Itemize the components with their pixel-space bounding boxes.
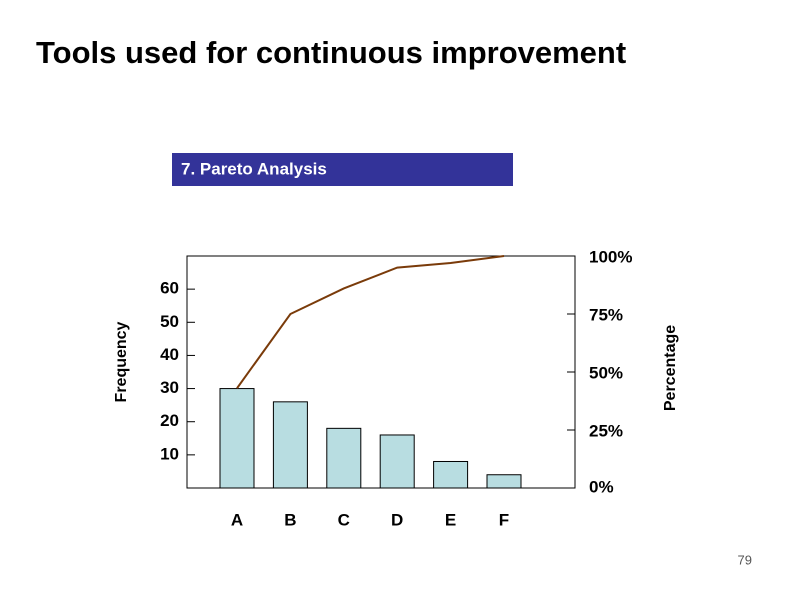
bar	[433, 460, 469, 489]
y-tick-label: 20	[160, 411, 179, 430]
y-tick-label: 30	[160, 378, 179, 397]
y2-tick-label: 75%	[589, 305, 623, 324]
x-tick-label: D	[391, 510, 403, 529]
bar	[219, 388, 255, 489]
x-tick-label: C	[338, 510, 350, 529]
x-tick-label: E	[445, 510, 456, 529]
y-tick-label: 40	[160, 345, 179, 364]
bar	[486, 474, 522, 489]
y-tick-label: 10	[160, 444, 179, 463]
x-tick-label: F	[499, 510, 509, 529]
y2-axis-label: Percentage	[662, 325, 679, 411]
page-number: 79	[738, 552, 752, 567]
bar	[379, 434, 415, 489]
y2-tick-label: 0%	[589, 477, 614, 496]
x-tick-label: B	[284, 510, 296, 529]
y-tick-label: 60	[160, 279, 179, 298]
x-tick-label: A	[231, 510, 243, 529]
slide-title: Tools used for continuous improvement	[36, 35, 626, 70]
section-label: 7. Pareto Analysis	[181, 159, 327, 178]
y2-tick-label: 100%	[589, 247, 632, 266]
bar	[272, 401, 308, 489]
cumulative-line	[236, 255, 505, 389]
y2-tick-label: 25%	[589, 421, 623, 440]
y-axis-label: Frequency	[113, 321, 130, 402]
bar	[326, 427, 362, 489]
y-tick-label: 50	[160, 312, 179, 331]
y2-tick-label: 50%	[589, 363, 623, 382]
section-box	[172, 153, 513, 186]
